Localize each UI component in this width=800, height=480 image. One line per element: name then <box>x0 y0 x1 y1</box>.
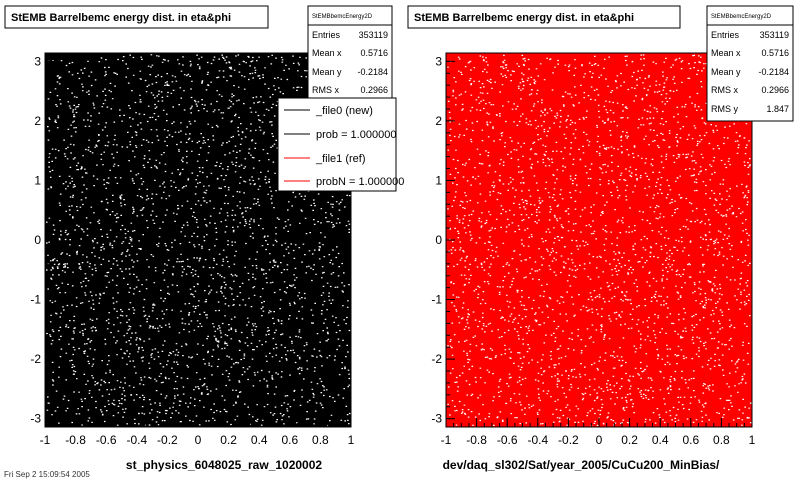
legend-label-file0: _file0 (new) <box>315 105 373 117</box>
left-title-box <box>4 5 269 29</box>
right-y-tick-label: 2 <box>435 114 442 128</box>
left-stats-box: StEMBbemcEnergy2D Entries 353119 Mean x … <box>307 5 393 102</box>
left-x-tick-label: -0.6 <box>96 433 117 447</box>
right-x-tick-label: -0.6 <box>497 433 518 447</box>
left-stat-entries-value: 353119 <box>359 30 388 40</box>
left-title: StEMB Barrelbemc energy dist. in eta&phi <box>11 12 231 24</box>
right-title: StEMB Barrelbemc energy dist. in eta&phi <box>414 12 634 24</box>
left-x-tick-label: -0.8 <box>65 433 86 447</box>
left-stat-entries-label: Entries <box>312 30 341 40</box>
legend-label-file1: _file1 (ref) <box>315 153 366 165</box>
right-stat-entries-value: 353119 <box>760 30 789 40</box>
right-x-tick-label: -1 <box>441 433 452 447</box>
right-title-box <box>407 5 681 29</box>
left-axes: -1 -0.8 -0.6 -0.4 -0.2 0 0.2 0.4 0.6 0.8 1 -3 -2 -1 0 1… <box>30 52 355 447</box>
right-x-tick-label: 0.6 <box>682 433 699 447</box>
left-x-tick-label: 0.4 <box>251 433 268 447</box>
right-x-tick-label: 1 <box>749 433 756 447</box>
left-x-tick-label: 0.6 <box>281 433 298 447</box>
right-stat-meany-value: -0.2184 <box>758 67 789 77</box>
left-scatter-points <box>46 54 351 427</box>
left-stat-meanx-label: Mean x <box>312 48 342 58</box>
right-x-axis-label: dev/daq_sl302/Sat/year_2005/CuCu200_MinB… <box>443 458 720 472</box>
left-x-tick-label: 0 <box>195 433 202 447</box>
right-y-tick-label: 0 <box>435 233 442 247</box>
left-y-tick-label: 2 <box>34 114 41 128</box>
right-stat-rmsx-value: 0.2966 <box>761 85 789 95</box>
legend-frame <box>277 97 397 192</box>
left-y-tick-label: 1 <box>34 173 41 187</box>
left-x-tick-label: -0.2 <box>157 433 178 447</box>
right-stat-meanx-label: Mean x <box>711 48 741 58</box>
footer-date: Fri Sep 2 15:09:54 2005 <box>4 470 90 479</box>
right-y-tick-label: -3 <box>431 412 442 426</box>
right-y-tick-label: -2 <box>431 352 442 366</box>
right-stat-entries-label: Entries <box>711 30 740 40</box>
left-stat-meanx-value: 0.5716 <box>360 48 388 58</box>
right-y-tick-label: -1 <box>431 293 442 307</box>
left-x-tick-label: 0.8 <box>312 433 329 447</box>
right-y-tick-label: 3 <box>435 54 442 68</box>
right-x-tick-label: 0 <box>596 433 603 447</box>
left-stats-frame <box>307 5 393 102</box>
left-panel: StEMB Barrelbemc energy dist. in eta&phi… <box>4 5 404 479</box>
right-x-tick-label: -0.2 <box>558 433 579 447</box>
right-stat-rmsx-label: RMS x <box>711 85 739 95</box>
right-x-tick-label: -0.8 <box>466 433 487 447</box>
left-x-axis-label: st_physics_6048025_raw_1020002 <box>126 458 322 472</box>
right-x-tick-label: -0.4 <box>527 433 548 447</box>
right-stat-rmsy-label: RMS y <box>711 104 739 114</box>
right-axes: -1 -0.8 -0.6 -0.4 -0.2 0 0.2 0.4 0.6 0.8 1 -3 -2 -1 0 1… <box>431 52 756 447</box>
left-stat-meany-value: -0.2184 <box>357 67 388 77</box>
left-x-tick-label: 1 <box>348 433 355 447</box>
left-y-tick-label: -2 <box>30 352 41 366</box>
left-stat-rmsx-label: RMS x <box>312 85 340 95</box>
left-y-tick-label: -3 <box>30 412 41 426</box>
left-stat-rmsx-value: 0.2966 <box>360 85 388 95</box>
right-panel: StEMB Barrelbemc energy dist. in eta&phi… <box>407 5 794 472</box>
right-y-tick-label: 1 <box>435 173 442 187</box>
left-legend: _file0 (new) prob = 1.000000 _file1 (ref… <box>277 97 404 192</box>
right-stat-meany-label: Mean y <box>711 67 741 77</box>
left-x-tick-label: -0.4 <box>126 433 147 447</box>
right-stats-box: StEMBbemcEnergy2D Entries 353119 Mean x … <box>706 5 794 122</box>
legend-label-prob: prob = 1.000000 <box>316 129 396 141</box>
left-y-tick-label: 0 <box>34 233 41 247</box>
right-stat-meanx-value: 0.5716 <box>761 48 789 58</box>
left-empty-bins <box>46 54 351 427</box>
right-stats-header: StEMBbemcEnergy2D <box>711 14 772 20</box>
legend-label-probn: probN = 1.000000 <box>316 176 404 188</box>
left-stat-meany-label: Mean y <box>312 67 342 77</box>
left-stats-header: StEMBbemcEnergy2D <box>312 14 373 20</box>
left-x-tick-label: -1 <box>40 433 51 447</box>
right-x-tick-label: 0.8 <box>713 433 730 447</box>
left-y-tick-label: 3 <box>34 54 41 68</box>
left-x-tick-label: 0.2 <box>220 433 237 447</box>
right-x-tick-label: 0.2 <box>621 433 638 447</box>
right-stat-rmsy-value: 1.847 <box>766 104 789 114</box>
right-x-tick-label: 0.4 <box>652 433 669 447</box>
left-y-tick-label: -1 <box>30 293 41 307</box>
